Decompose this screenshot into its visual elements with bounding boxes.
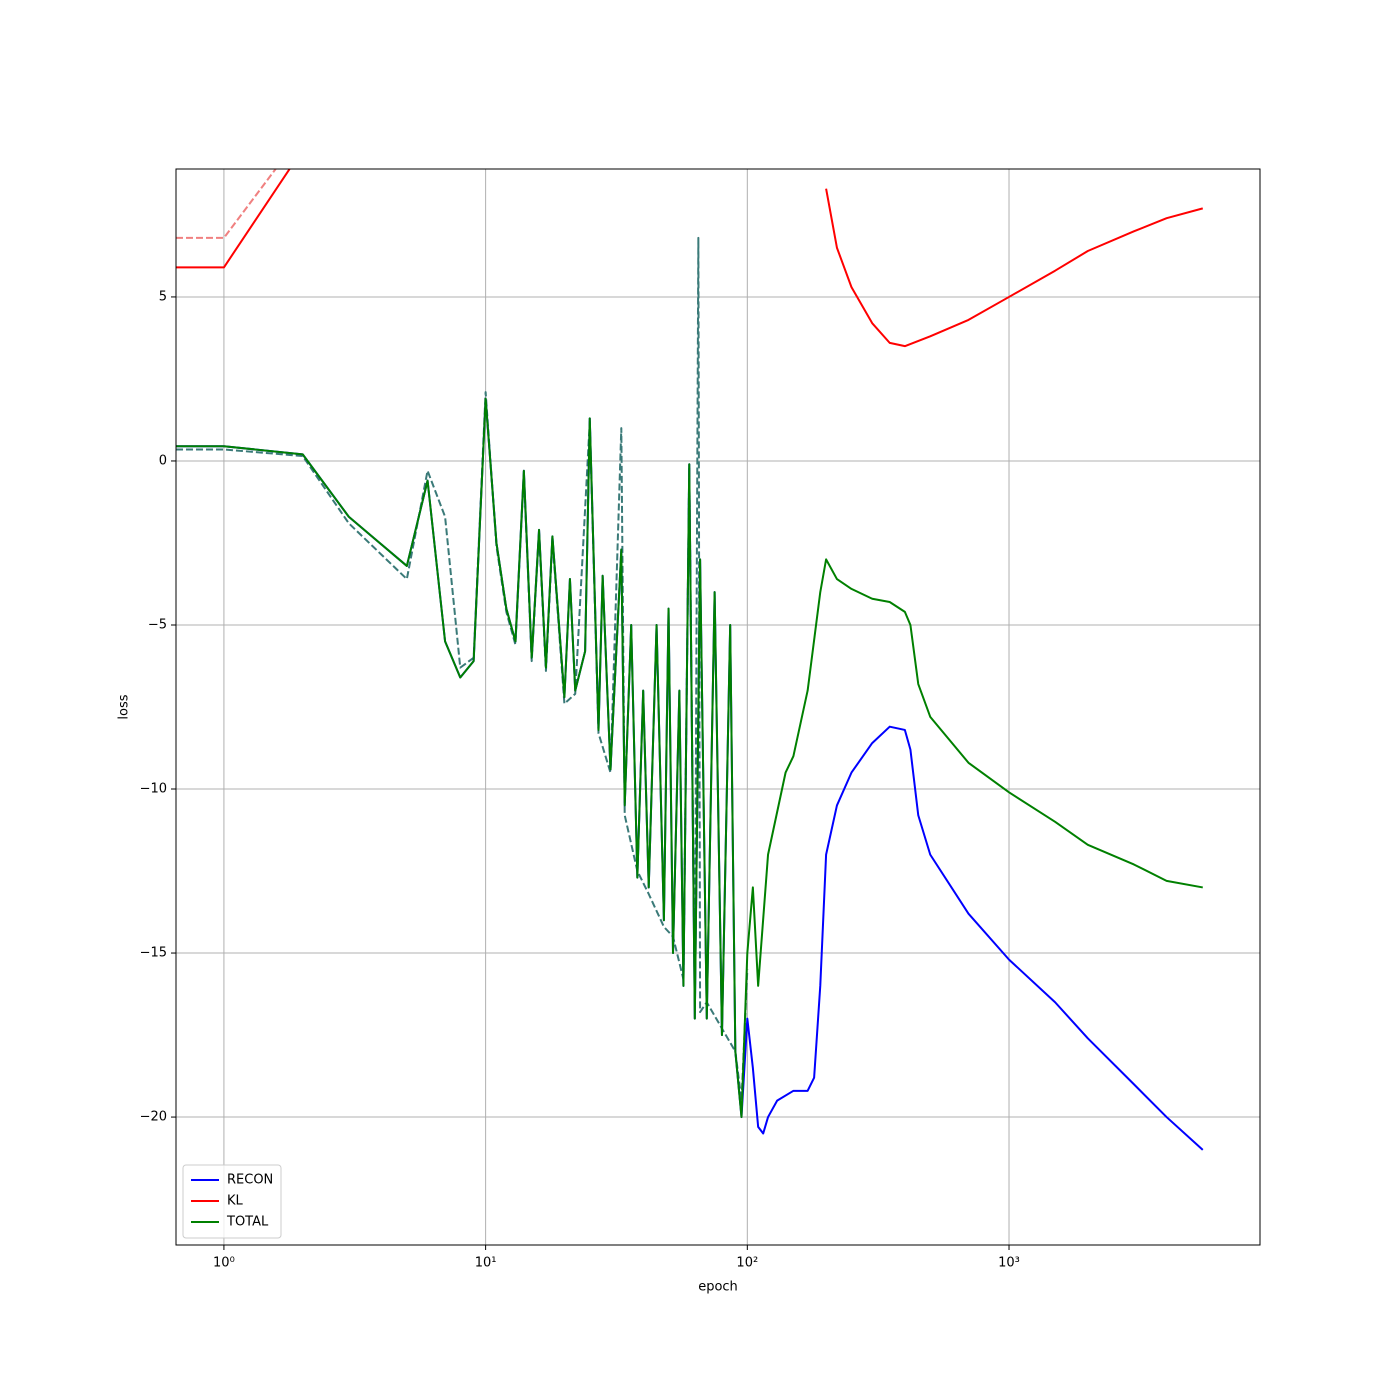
y-tick-label: −10 <box>140 782 167 797</box>
x-tick-label: 10⁰ <box>213 1256 235 1271</box>
y-tick-label: −15 <box>140 946 167 961</box>
x-tick-label: 10³ <box>998 1256 1020 1271</box>
series-line <box>176 169 1204 348</box>
x-tick-label: 10² <box>736 1256 758 1271</box>
x-tick-label: 10¹ <box>475 1256 497 1271</box>
legend-label: TOTAL <box>226 1215 269 1230</box>
legend: RECON KL TOTAL <box>182 1164 282 1239</box>
x-axis-label: epoch <box>698 1280 738 1295</box>
legend-label: KL <box>227 1194 244 1209</box>
series-line <box>176 397 1203 1119</box>
grid <box>176 169 1260 1245</box>
plot-area <box>176 169 1204 1151</box>
y-tick-label: 5 <box>159 289 167 304</box>
y-axis-label: loss <box>117 694 132 719</box>
series-line <box>176 236 749 1102</box>
y-tick-label: −5 <box>148 617 167 632</box>
series-line <box>176 169 277 239</box>
legend-label: RECON <box>227 1173 273 1188</box>
y-tick-label: 0 <box>159 453 167 468</box>
legend-box <box>182 1164 282 1239</box>
axes-frame <box>175 168 1261 1246</box>
y-tick-label: −20 <box>140 1110 167 1125</box>
ticks: 10⁰ 10¹ 10² 10³ −20 −15 −10 −5 0 5 <box>140 289 1020 1270</box>
